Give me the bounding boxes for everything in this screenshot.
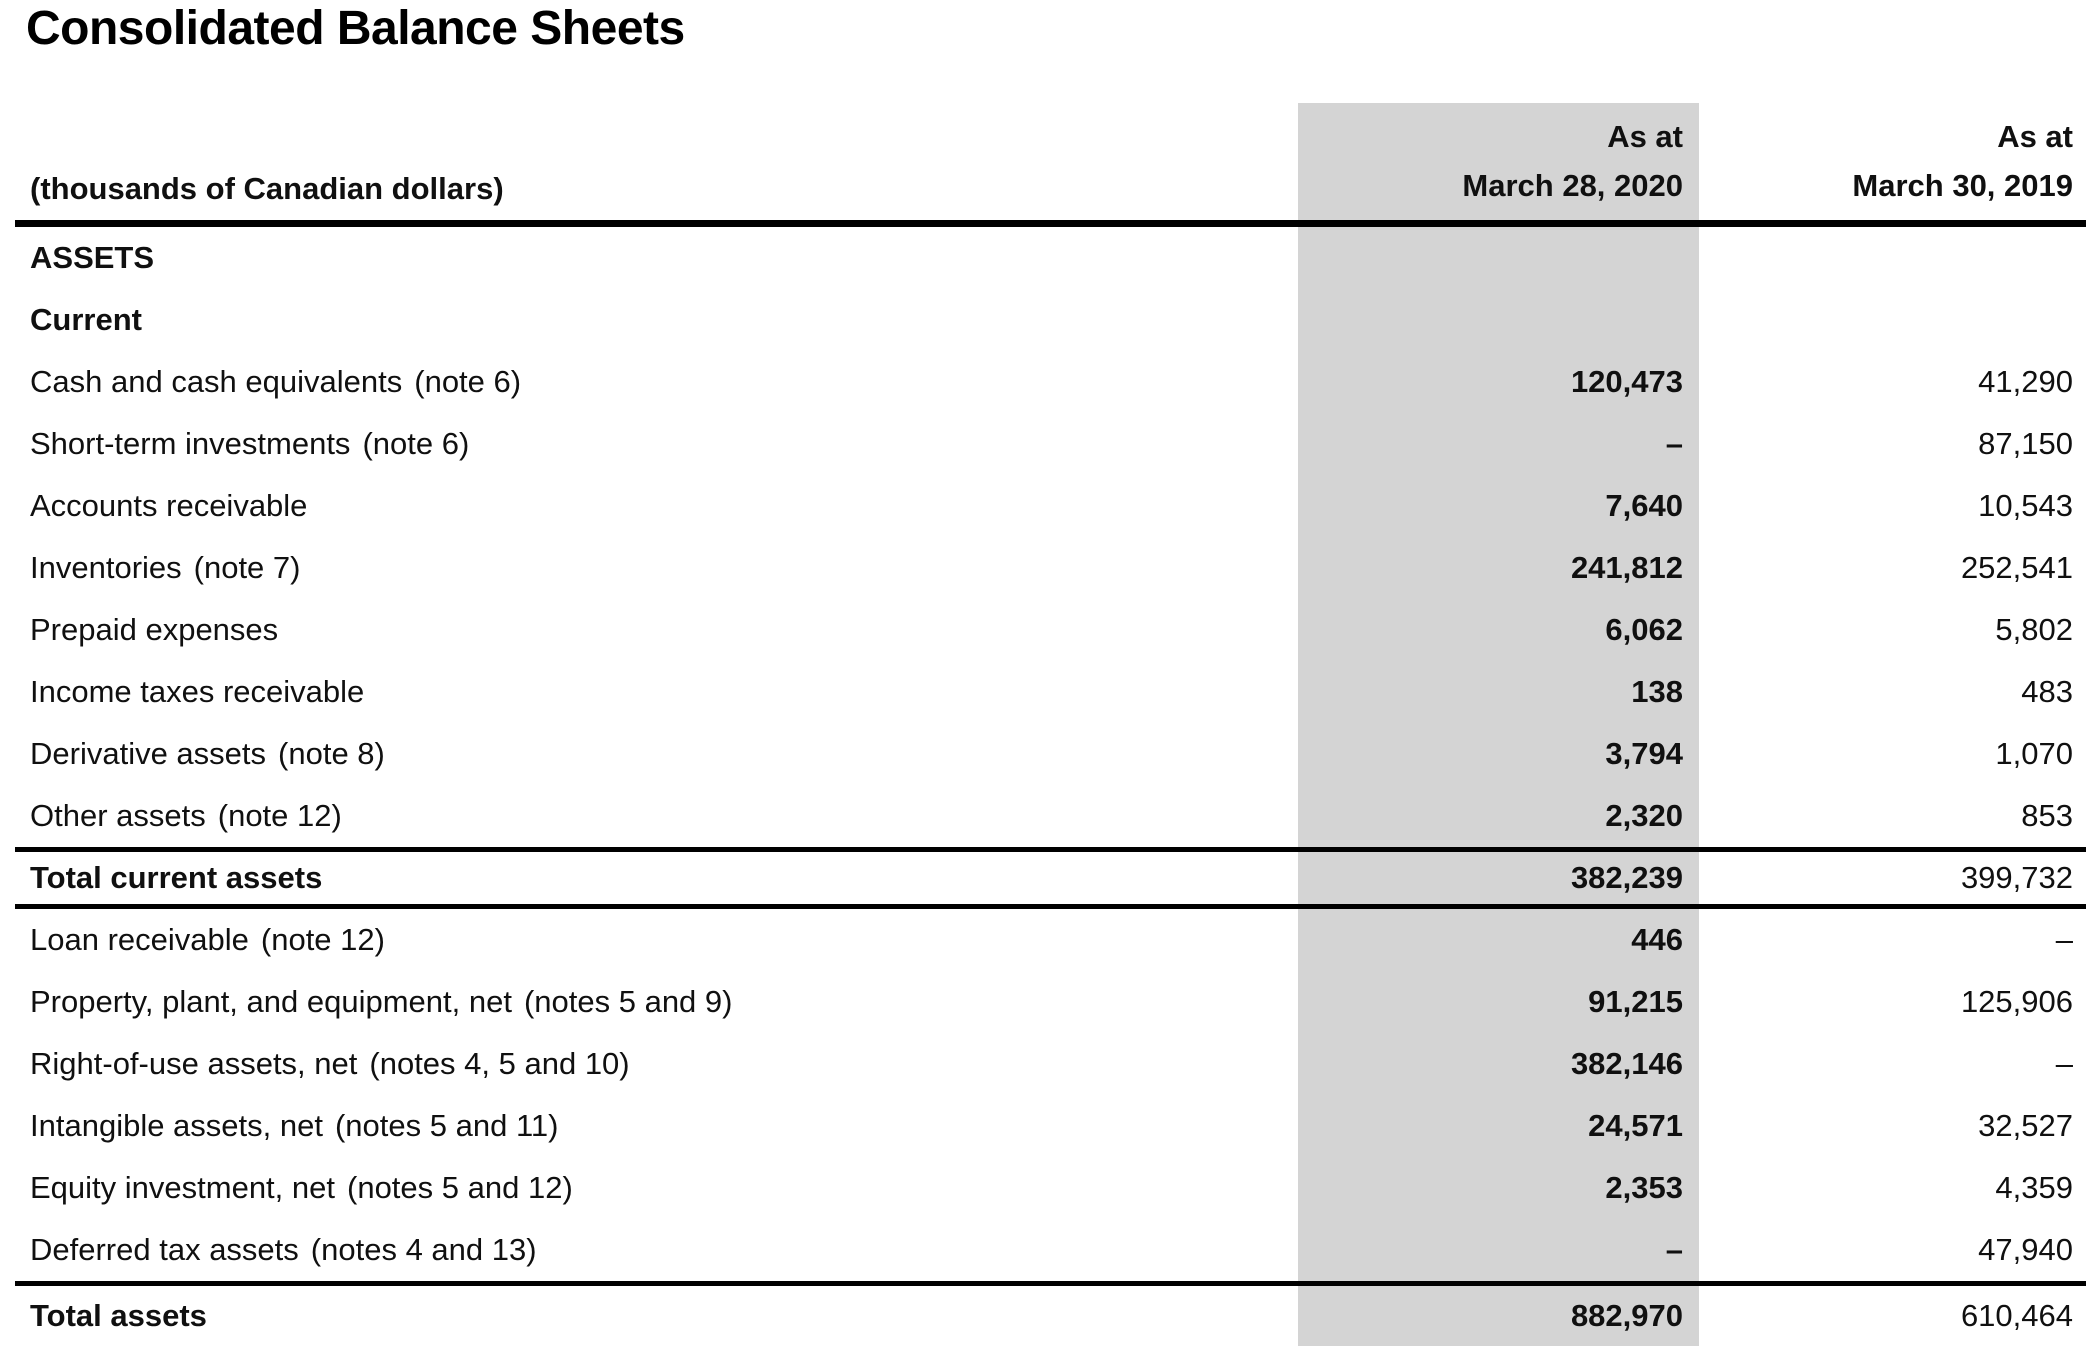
value-2019: 47,940 — [1978, 1232, 2073, 1267]
page-title: Consolidated Balance Sheets — [26, 2, 685, 55]
table-row: Prepaid expenses 6,062 5,802 — [15, 599, 2086, 661]
value-2019: – — [2055, 922, 2073, 957]
table-row-total-current-assets: Total current assets 382,239 399,732 — [15, 847, 2086, 909]
row-label: Total current assets — [30, 860, 323, 895]
value-2019: 853 — [2021, 798, 2073, 833]
table-row-current-heading: Current — [15, 289, 2086, 351]
row-label: Right-of-use assets, net — [30, 1046, 358, 1081]
row-label: Property, plant, and equipment, net — [30, 984, 512, 1019]
row-label: Prepaid expenses — [30, 612, 279, 647]
value-2020: 24,571 — [1588, 1108, 1683, 1143]
value-2020: 7,640 — [1605, 488, 1683, 523]
table-row: Loan receivable (note 12) 446 – — [15, 909, 2086, 971]
row-label: Equity investment, net — [30, 1170, 335, 1205]
value-2019: 32,527 — [1978, 1108, 2073, 1143]
row-note: (note 6) — [414, 364, 522, 399]
table-row: Intangible assets, net (notes 5 and 11) 2… — [15, 1095, 2086, 1157]
table-row: Accounts receivable 7,640 10,543 — [15, 475, 2086, 537]
value-2019: 87,150 — [1978, 426, 2073, 461]
value-2020: 382,146 — [1570, 1046, 1683, 1081]
value-2020: 2,353 — [1605, 1170, 1683, 1205]
value-2019: 125,906 — [1960, 984, 2073, 1019]
row-label: Deferred tax assets — [30, 1232, 299, 1267]
date-label: March 28, 2020 — [1462, 168, 1683, 203]
value-2020: 446 — [1631, 922, 1683, 957]
row-label: Other assets — [30, 798, 206, 833]
value-2020: 6,062 — [1605, 612, 1683, 647]
value-2020: – — [1665, 1232, 1683, 1267]
value-2020: 3,794 — [1605, 736, 1683, 771]
table-row: Deferred tax assets (notes 4 and 13) – 47… — [15, 1219, 2086, 1281]
table-body: ASSETS Current Cash and cash equivalents… — [15, 227, 2086, 1346]
value-2019: 483 — [2021, 674, 2073, 709]
value-2019: 610,464 — [1960, 1298, 2073, 1333]
row-note: (notes 5 and 11) — [334, 1108, 559, 1143]
row-label: Current — [30, 302, 142, 337]
value-2020: 2,320 — [1605, 798, 1683, 833]
value-2020: 120,473 — [1570, 364, 1683, 399]
value-2019: 5,802 — [1995, 612, 2073, 647]
table-row: Equity investment, net (notes 5 and 12) 2… — [15, 1157, 2086, 1219]
value-2019: 252,541 — [1960, 550, 2073, 585]
value-2019: 399,732 — [1960, 860, 2073, 895]
row-label: ASSETS — [30, 240, 155, 275]
row-label: Intangible assets, net — [30, 1108, 323, 1143]
row-label: Cash and cash equivalents — [30, 364, 403, 399]
row-note: (note 12) — [260, 922, 385, 957]
row-label: Loan receivable — [30, 922, 249, 957]
table-row: Property, plant, and equipment, net (note… — [15, 971, 2086, 1033]
table-row: Income taxes receivable 138 483 — [15, 661, 2086, 723]
row-note: (notes 4 and 13) — [310, 1232, 537, 1267]
table-row-total-assets: Total assets 882,970 610,464 — [15, 1281, 2086, 1346]
row-note: (notes 4, 5 and 10) — [369, 1046, 630, 1081]
row-note: (note 6) — [362, 426, 470, 461]
value-2019: 41,290 — [1978, 364, 2073, 399]
row-note: (note 12) — [217, 798, 342, 833]
balance-sheet-table: (thousands of Canadian dollars) As at Ma… — [15, 0, 2086, 1346]
value-2019: 1,070 — [1995, 736, 2073, 771]
date-label: March 30, 2019 — [1852, 168, 2073, 203]
row-note: (notes 5 and 9) — [523, 984, 733, 1019]
table-row: Cash and cash equivalents (note 6) 120,47… — [15, 351, 2086, 413]
table-row: Derivative assets (note 8) 3,794 1,070 — [15, 723, 2086, 785]
table-row: Right-of-use assets, net (notes 4, 5 and … — [15, 1033, 2086, 1095]
table-row: Other assets (note 12) 2,320 853 — [15, 785, 2086, 847]
value-2020: 91,215 — [1588, 984, 1683, 1019]
row-label: Derivative assets — [30, 736, 267, 771]
row-note: (note 8) — [278, 736, 385, 771]
value-2020: – — [1665, 426, 1683, 461]
as-at-label: As at — [1997, 119, 2073, 154]
row-note: (note 7) — [193, 550, 301, 585]
column-header-2019: As at March 30, 2019 — [1699, 112, 2086, 220]
unit-label: (thousands of Canadian dollars) — [30, 171, 504, 206]
table-row: Short-term investments (note 6) – 87,150 — [15, 413, 2086, 475]
table-row: Inventories (note 7) 241,812 252,541 — [15, 537, 2086, 599]
row-label: Short-term investments — [30, 426, 351, 461]
row-label: Total assets — [30, 1298, 207, 1333]
value-2020: 241,812 — [1570, 550, 1683, 585]
row-note: (notes 5 and 12) — [347, 1170, 573, 1205]
table-header: (thousands of Canadian dollars) As at Ma… — [15, 103, 2086, 227]
row-label: Income taxes receivable — [30, 674, 365, 709]
value-2020: 382,239 — [1570, 860, 1683, 895]
row-label: Inventories — [30, 550, 182, 585]
value-2020: 882,970 — [1570, 1298, 1683, 1333]
column-header-2020: As at March 28, 2020 — [1298, 112, 1699, 220]
table-row-assets-heading: ASSETS — [15, 227, 2086, 289]
value-2020: 138 — [1631, 674, 1683, 709]
as-at-label: As at — [1607, 119, 1683, 154]
highlight-column-band — [1298, 103, 1699, 1346]
value-2019: – — [2055, 1046, 2073, 1081]
row-label: Accounts receivable — [30, 488, 308, 523]
value-2019: 4,359 — [1995, 1170, 2073, 1205]
value-2019: 10,543 — [1978, 488, 2073, 523]
